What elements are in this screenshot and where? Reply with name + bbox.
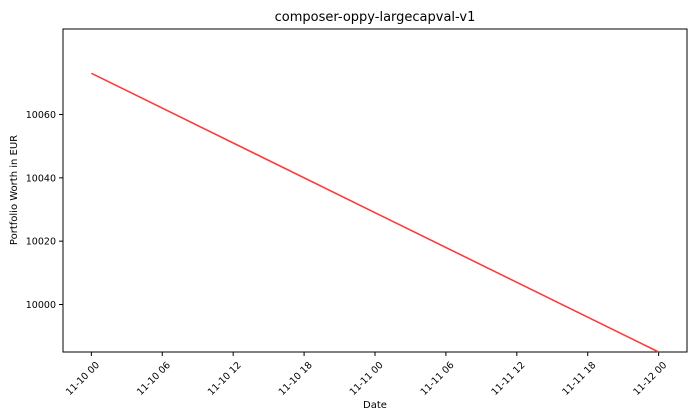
x-tick-label: 11-10 00 <box>64 360 102 398</box>
x-tick-label: 11-11 12 <box>489 360 527 398</box>
chart-title: composer-oppy-largecapval-v1 <box>275 10 476 25</box>
y-tick-label: 10020 <box>26 237 56 248</box>
x-tick-label: 11-11 00 <box>348 360 386 398</box>
y-tick-label: 10040 <box>26 173 56 184</box>
x-axis: 11-10 00 11-10 06 11-10 12 11-10 18 11-11 00… <box>64 352 669 398</box>
y-tick-label: 10000 <box>26 300 56 311</box>
y-axis-label: Portfolio Worth in EUR <box>9 135 20 245</box>
x-tick-label: 11-11 18 <box>560 360 598 398</box>
series-group <box>91 72 659 353</box>
x-tick-label: 11-12 00 <box>631 360 669 398</box>
y-axis: 10000 10020 10040 10060 <box>26 110 63 311</box>
x-tick-label: 11-10 12 <box>206 360 244 398</box>
x-tick-label: 11-10 06 <box>135 360 173 398</box>
x-tick-label: 11-11 06 <box>419 360 457 398</box>
series-line-0 <box>91 72 659 353</box>
plot-frame <box>62 28 688 353</box>
y-tick-label: 10060 <box>26 110 56 121</box>
x-axis-label: Date <box>363 400 387 411</box>
x-tick-label: 11-10 18 <box>277 360 315 398</box>
